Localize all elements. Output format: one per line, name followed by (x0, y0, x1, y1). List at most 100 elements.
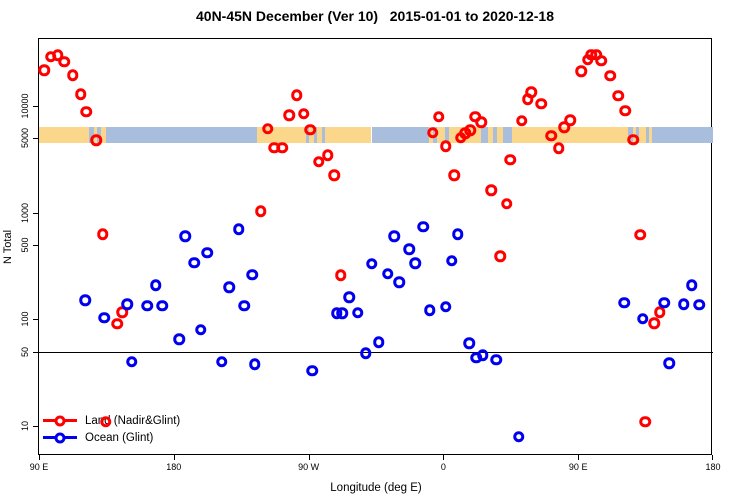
y-axis-tick-label: 5000 (20, 128, 30, 149)
data-point-ocean (381, 267, 394, 280)
data-point-ocean (306, 365, 318, 377)
data-point-ocean (388, 230, 401, 242)
data-point-land (545, 129, 557, 142)
data-point-land (427, 126, 439, 139)
data-point-land (255, 205, 267, 218)
map-band-land-segment (512, 127, 629, 144)
data-point-ocean (409, 257, 422, 270)
data-point-land (504, 153, 516, 166)
data-point-ocean (403, 243, 416, 255)
legend: Land (Nadir&Glint) Ocean (Glint) (43, 412, 180, 446)
data-point-land (432, 111, 445, 123)
data-point-ocean (173, 333, 185, 346)
data-point-land (612, 89, 625, 102)
data-point-land (575, 65, 587, 78)
data-point-ocean (156, 300, 169, 312)
ocean-legend-marker-icon (43, 432, 77, 443)
data-point-ocean (693, 298, 705, 311)
data-point-ocean (686, 279, 698, 292)
data-point-land (90, 134, 103, 146)
map-band-ocean-segment (313, 127, 317, 144)
x-axis-tick (712, 454, 713, 460)
chart-title: 40N-45N December (Ver 10) 2015-01-01 to … (196, 8, 554, 24)
data-point-ocean (446, 254, 458, 267)
reference-line-n50 (39, 351, 713, 353)
data-point-land (501, 197, 513, 210)
land-legend-marker-icon (43, 415, 77, 426)
y-axis-tick-label: 1000 (20, 202, 30, 223)
data-point-ocean (336, 307, 348, 320)
y-axis-title: N Total (2, 229, 14, 265)
data-point-ocean (121, 298, 134, 310)
data-point-ocean (125, 356, 138, 368)
map-band-land-segment (488, 127, 493, 144)
data-point-ocean (663, 357, 675, 369)
data-point-land (475, 116, 488, 128)
x-axis-tick-label: 180 (166, 462, 182, 472)
plot-area: N Total Longitude (deg E) Land (Nadir&Gl… (2, 38, 721, 494)
data-point-land (58, 55, 71, 68)
data-point-ocean (246, 269, 259, 281)
map-band-ocean-segment (645, 127, 649, 144)
legend-item-ocean: Ocean (Glint) (43, 429, 180, 446)
data-point-ocean (512, 430, 525, 443)
data-point-land (639, 416, 652, 428)
data-point-ocean (98, 311, 111, 324)
data-point-ocean (223, 281, 235, 293)
data-point-ocean (372, 336, 385, 349)
data-point-land (335, 269, 347, 281)
data-point-land (485, 184, 497, 196)
map-band-land-segment (39, 127, 90, 144)
data-point-land (100, 416, 112, 428)
data-point-ocean (201, 246, 214, 259)
data-point-land (80, 106, 92, 118)
y-axis-tick-label: 50 (20, 346, 30, 357)
data-point-ocean (452, 228, 464, 240)
data-point-land (619, 105, 631, 117)
data-point-ocean (215, 356, 228, 368)
data-point-land (634, 229, 646, 241)
data-point-ocean (233, 223, 245, 235)
data-point-land (66, 69, 79, 81)
data-point-ocean (463, 337, 476, 349)
data-point-land (283, 109, 296, 121)
data-point-ocean (477, 349, 489, 362)
data-point-ocean (490, 353, 502, 366)
data-point-ocean (393, 276, 406, 288)
data-point-land (464, 124, 477, 137)
x-axis-tick-label: 90 W (298, 462, 320, 472)
data-point-land (304, 123, 317, 136)
x-axis-tick (308, 454, 310, 460)
data-point-land (97, 228, 109, 240)
data-point-land (297, 107, 310, 120)
y-axis-tick (32, 212, 38, 214)
data-point-land (558, 121, 571, 134)
y-axis-tick (32, 106, 38, 107)
data-point-land (535, 98, 547, 110)
y-axis-tick (32, 351, 38, 353)
data-point-ocean (149, 279, 162, 292)
data-point-land (75, 88, 87, 100)
data-point-land (515, 115, 528, 127)
data-point-land (525, 86, 537, 99)
data-point-ocean (141, 299, 154, 312)
map-band-land-segment (648, 127, 653, 144)
data-point-land (38, 64, 50, 77)
map-band-ocean-segment (106, 127, 257, 144)
x-axis-title: Longitude (deg E) (330, 482, 422, 494)
data-point-ocean (658, 297, 671, 309)
data-point-ocean (238, 299, 250, 312)
x-axis-tick-label: 90 E (568, 462, 588, 472)
map-band-ocean-segment (652, 127, 713, 144)
data-point-ocean (179, 230, 191, 242)
map-band-land-segment (325, 127, 372, 144)
data-point-ocean (417, 220, 430, 233)
data-point-land (564, 114, 576, 126)
data-point-ocean (351, 307, 364, 319)
y-axis-tick-label: 500 (20, 237, 30, 253)
y-axis-tick (32, 319, 38, 321)
data-point-land (51, 49, 64, 61)
map-band-ocean-segment (371, 127, 430, 144)
map-band-ocean-segment (444, 127, 450, 144)
x-axis-tick (443, 454, 445, 460)
